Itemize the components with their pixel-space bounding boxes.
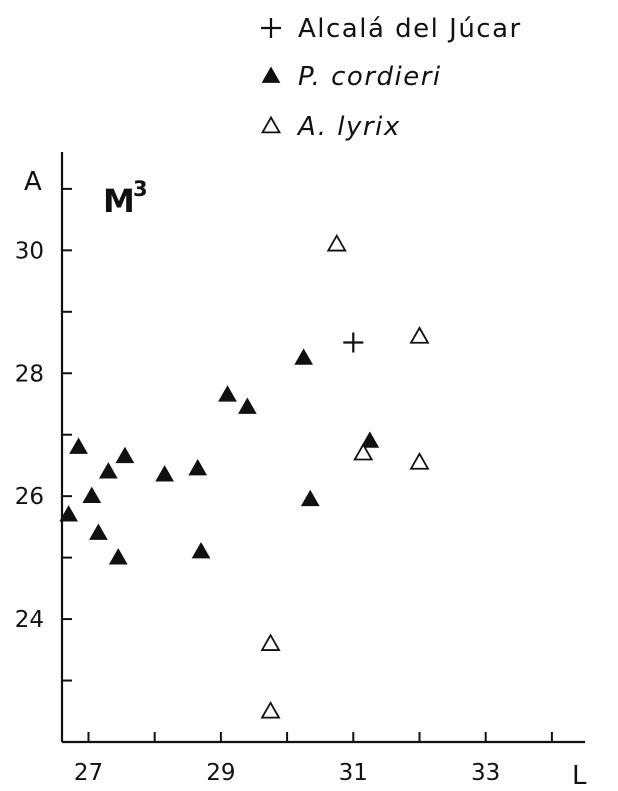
y-tick-label: 28 (15, 361, 44, 387)
ticks: 27 29 31 33 24 26 28 30 (15, 187, 553, 786)
chart-title: M (103, 182, 135, 220)
a-lyrix-point (326, 233, 347, 252)
y-tick-label: 24 (15, 607, 44, 633)
legend-alcala-label: Alcalá del Júcar (298, 14, 522, 44)
p-cordieri-point (238, 397, 257, 414)
y-tick-label: 26 (15, 484, 44, 510)
p-cordieri-point (59, 505, 78, 522)
legend-a-lyrix-label: A. lyrix (296, 112, 401, 142)
y-axis-label: A (24, 167, 42, 197)
a-lyrix-point (409, 326, 430, 344)
x-tick-label: 31 (339, 760, 368, 786)
p-cordieri-point (360, 431, 380, 448)
x-axis-label: L (572, 761, 587, 791)
legend-alcala-marker (261, 18, 281, 38)
p-cordieri-point (82, 486, 102, 504)
p-cordieri-point (115, 446, 135, 464)
a-lyrix-point (409, 452, 430, 470)
data-points (59, 233, 430, 719)
p-cordieri-point (155, 465, 174, 482)
legend-p-cordieri-label: P. cordieri (298, 62, 442, 92)
x-tick-label: 29 (206, 760, 235, 786)
p-cordieri-point (69, 437, 88, 454)
alcala-point (343, 332, 364, 353)
p-cordieri-point (300, 489, 320, 507)
axes (60, 152, 585, 744)
a-lyrix-point (353, 442, 374, 461)
a-lyrix-point (260, 700, 281, 719)
x-tick-label: 27 (74, 760, 103, 786)
y-tick-label: 30 (15, 238, 44, 264)
p-cordieri-point (108, 548, 128, 565)
p-cordieri-point (188, 459, 208, 476)
p-cordieri-point (98, 462, 118, 479)
legend-p-cordieri-marker (261, 66, 281, 83)
p-cordieri-point (294, 348, 314, 365)
p-cordieri-point (218, 385, 237, 402)
p-cordieri-point (89, 523, 108, 540)
x-tick-label: 33 (471, 760, 500, 786)
a-lyrix-point (260, 633, 281, 651)
legend-a-lyrix-marker (260, 115, 282, 134)
legend: Alcalá del Júcar P. cordieri A. lyrix (260, 14, 522, 142)
chart-title-superscript: 3 (133, 177, 148, 201)
p-cordieri-point (191, 541, 211, 559)
